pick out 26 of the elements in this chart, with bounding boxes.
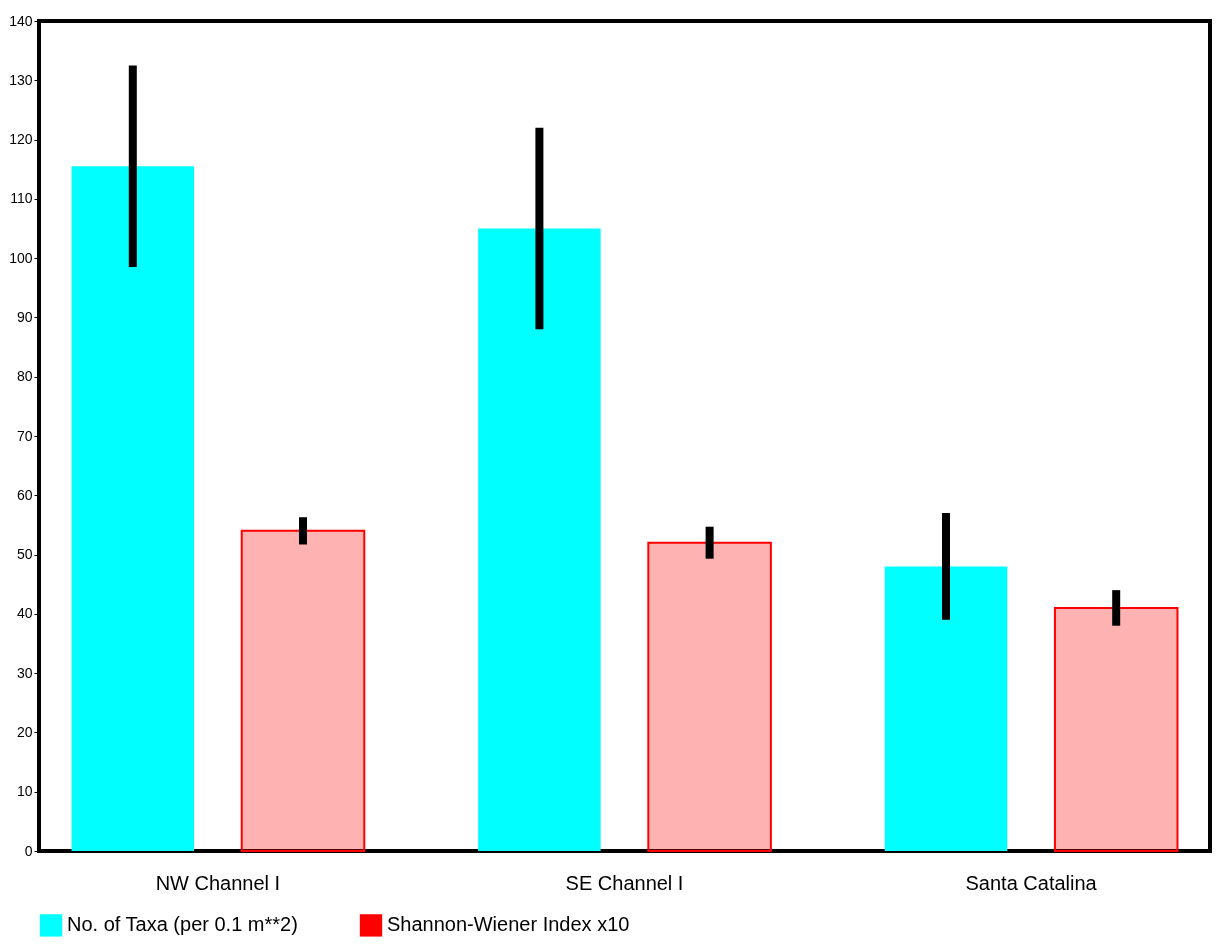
y-tick-label: 120 <box>9 131 33 148</box>
legend-label: Shannon-Wiener Index x10 <box>387 913 630 936</box>
y-tick-label: 60 <box>16 486 33 503</box>
y-tick-label: 70 <box>16 427 33 444</box>
bar <box>884 566 1008 851</box>
bar <box>240 529 366 852</box>
y-tick-label: 20 <box>16 723 33 740</box>
y-tick-label: 140 <box>9 12 33 29</box>
y-tick-label: 10 <box>16 783 33 800</box>
y-tick-label: 40 <box>16 605 33 622</box>
bar <box>478 228 601 851</box>
legend-label: No. of Taxa (per 0.1 m**2) <box>67 913 298 936</box>
y-tick-label: 90 <box>16 308 33 325</box>
y-tick-label: 110 <box>10 190 33 207</box>
y-tick-label: 0 <box>24 842 33 859</box>
y-tick-label: 50 <box>16 546 33 563</box>
y-tick-label: 100 <box>9 249 33 266</box>
x-tick-label: Santa Catalina <box>965 871 1098 894</box>
bar <box>1053 606 1179 852</box>
y-tick-label: 30 <box>16 664 33 681</box>
y-tick-label: 80 <box>16 368 33 385</box>
bar <box>647 541 772 852</box>
bar <box>71 166 195 851</box>
y-tick-label: 130 <box>9 71 33 88</box>
x-tick-label: SE Channel I <box>565 871 684 894</box>
x-tick-label: NW Channel I <box>155 871 281 894</box>
